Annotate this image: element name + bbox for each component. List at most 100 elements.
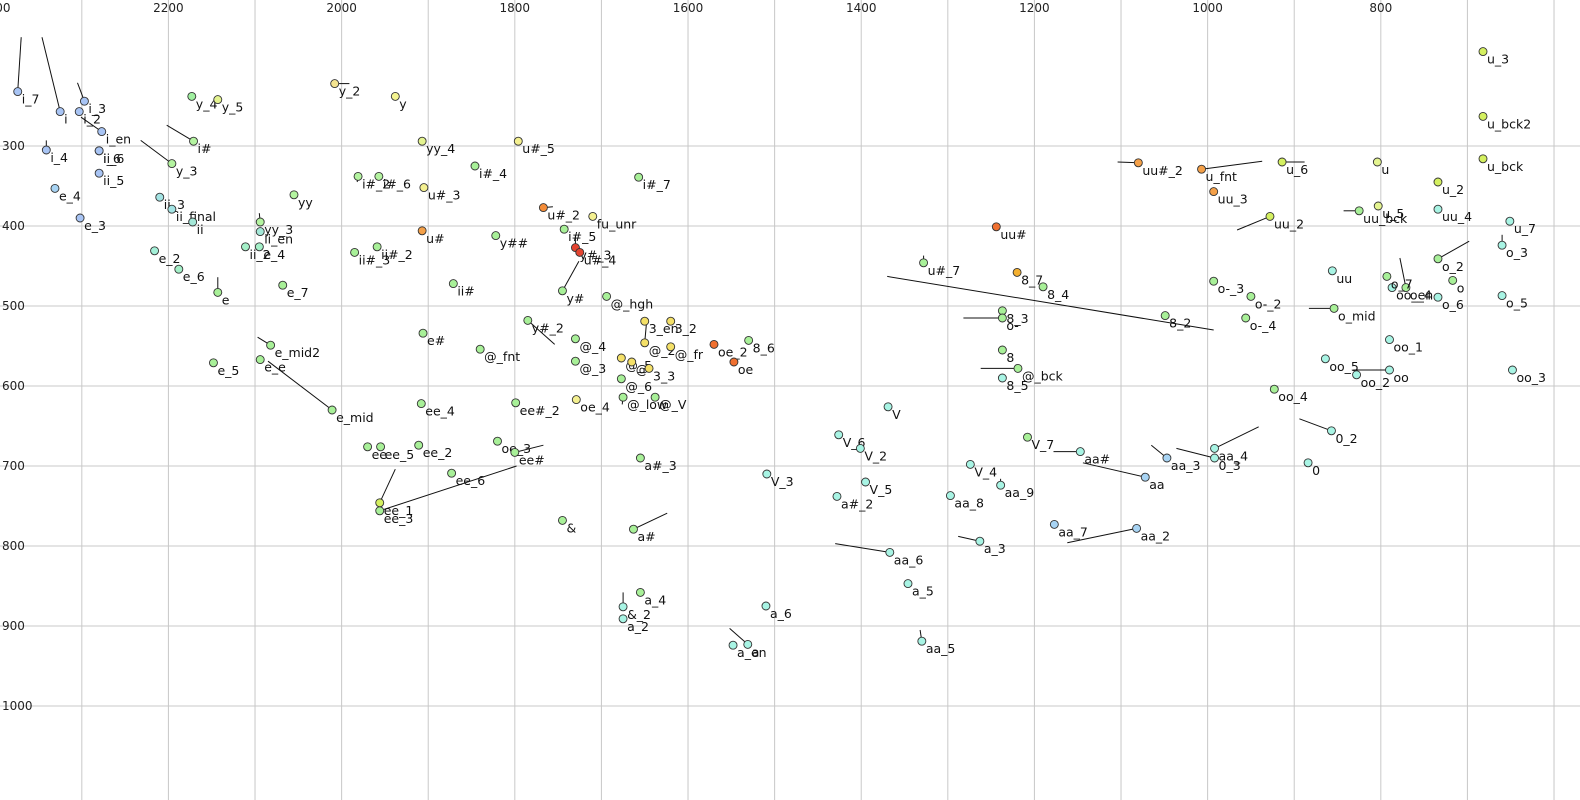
point-label: y_3 bbox=[176, 164, 198, 179]
point-label: i#_6 bbox=[383, 176, 411, 191]
data-point bbox=[616, 374, 626, 384]
data-point bbox=[255, 227, 265, 237]
data-point bbox=[1320, 354, 1330, 364]
point-trail bbox=[1067, 527, 1137, 544]
point-trail bbox=[835, 543, 890, 553]
data-point bbox=[174, 264, 184, 274]
point-label: a_6 bbox=[770, 606, 792, 621]
data-point bbox=[417, 226, 427, 236]
data-point bbox=[571, 395, 581, 405]
data-point bbox=[1269, 384, 1279, 394]
point-label: u_6 bbox=[1286, 162, 1308, 177]
point-label: 8_5 bbox=[1006, 378, 1028, 393]
data-points: i_7i_fnti_5i_4ii_2i_3i_eni_6ii_6ii_5e_4e… bbox=[13, 47, 1546, 660]
data-point bbox=[55, 107, 65, 117]
point-label: aa_4 bbox=[1219, 448, 1249, 463]
point-trail bbox=[267, 360, 333, 411]
data-point bbox=[187, 91, 197, 101]
point-label: ee_2 bbox=[423, 445, 453, 460]
point-label: y# bbox=[566, 291, 584, 306]
data-point bbox=[1303, 458, 1313, 468]
point-label: u_2 bbox=[1442, 182, 1464, 197]
data-point bbox=[1385, 365, 1394, 375]
point-label: aa_3 bbox=[1171, 458, 1201, 473]
point-label: y#_3 bbox=[579, 248, 611, 263]
data-point bbox=[523, 315, 533, 325]
point-label: u#_7 bbox=[928, 263, 961, 278]
point-label: ee# bbox=[519, 452, 545, 467]
point-label: ii_6 bbox=[103, 151, 124, 166]
point-label: e_mid2 bbox=[275, 345, 320, 360]
data-point bbox=[1277, 157, 1287, 167]
data-point bbox=[1433, 254, 1443, 264]
data-point bbox=[327, 405, 337, 415]
data-point bbox=[188, 217, 198, 227]
data-point bbox=[353, 171, 363, 181]
point-label: ii# bbox=[457, 284, 474, 299]
data-point bbox=[666, 316, 676, 326]
data-point bbox=[390, 91, 400, 101]
point-label: i_4 bbox=[50, 150, 68, 165]
point-label: & bbox=[566, 520, 576, 535]
point-label: e bbox=[222, 292, 230, 307]
point-label: y#_2 bbox=[532, 320, 564, 335]
point-trail bbox=[379, 465, 517, 512]
data-point bbox=[743, 639, 753, 649]
point-label: @_6 bbox=[625, 379, 652, 394]
point-label: a#_3 bbox=[644, 458, 676, 473]
data-point bbox=[762, 469, 772, 479]
data-point bbox=[1497, 291, 1507, 301]
point-label: aa_2 bbox=[1141, 528, 1171, 543]
point-trail bbox=[1399, 257, 1407, 288]
point-label: i_7 bbox=[22, 92, 40, 107]
point-label: oo_5 bbox=[1329, 359, 1359, 374]
point-label: ii_en bbox=[264, 232, 293, 247]
data-point bbox=[997, 313, 1007, 323]
point-label: yy_4 bbox=[426, 141, 455, 156]
data-point bbox=[74, 107, 84, 117]
data-point bbox=[709, 339, 719, 349]
data-point bbox=[883, 402, 893, 412]
point-label: @_3 bbox=[579, 361, 606, 376]
point-label: aa_8 bbox=[954, 496, 984, 511]
y-tick-label: 300 bbox=[2, 139, 25, 153]
point-label: i_2 bbox=[83, 112, 101, 127]
data-point bbox=[538, 203, 548, 213]
data-point bbox=[254, 242, 264, 252]
data-point bbox=[475, 344, 485, 354]
point-label: u#_4 bbox=[584, 252, 617, 267]
point-trail bbox=[166, 124, 194, 142]
point-label: u# bbox=[426, 231, 444, 246]
point-label: V_3 bbox=[771, 474, 794, 489]
point-trail bbox=[1299, 418, 1332, 432]
point-label: e# bbox=[427, 333, 445, 348]
data-point bbox=[375, 506, 385, 516]
point-label: yy bbox=[298, 195, 313, 210]
data-point bbox=[1505, 216, 1515, 226]
point-label: @_4 bbox=[579, 339, 606, 354]
point-label: e_6 bbox=[183, 269, 205, 284]
point-trail bbox=[41, 37, 61, 112]
point-label: 8 bbox=[1006, 350, 1014, 365]
data-point bbox=[1023, 432, 1032, 442]
point-label: uu_3 bbox=[1218, 192, 1248, 207]
point-label: @_V bbox=[659, 397, 687, 412]
data-point bbox=[629, 524, 638, 534]
y-tick-label: 800 bbox=[2, 539, 25, 553]
data-point bbox=[1049, 519, 1059, 529]
data-point bbox=[167, 159, 177, 169]
data-point bbox=[1372, 157, 1382, 167]
data-point bbox=[919, 258, 929, 268]
data-point bbox=[627, 357, 637, 367]
data-point bbox=[1210, 453, 1219, 463]
data-point bbox=[1140, 472, 1150, 482]
data-point bbox=[1209, 276, 1219, 286]
point-label: o_mid bbox=[1338, 308, 1375, 323]
point-label: y_2 bbox=[339, 84, 361, 99]
data-point bbox=[618, 392, 628, 402]
point-label: u#_2 bbox=[547, 208, 580, 223]
data-point bbox=[266, 340, 276, 350]
x-tick-label: 2000 bbox=[326, 1, 357, 15]
data-point bbox=[1197, 164, 1207, 174]
